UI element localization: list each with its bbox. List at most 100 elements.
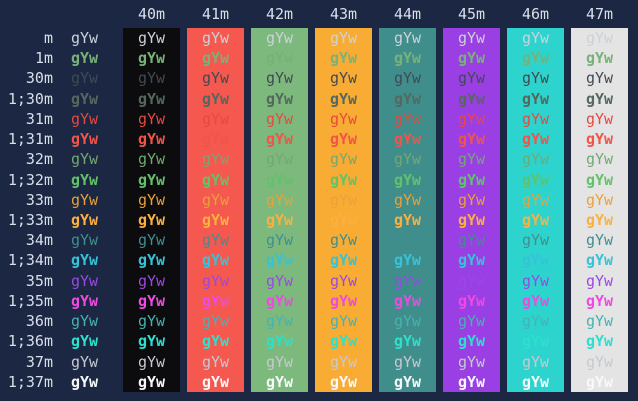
gyw-cell-30m-on-43m: gYw bbox=[315, 68, 372, 89]
gyw-cell-1-35m-on-47m: gYw bbox=[571, 290, 628, 312]
gyw-cell-1-37m-on-43m: gYw bbox=[315, 371, 372, 392]
row-label: 35m bbox=[25, 271, 53, 290]
gyw-cell-34m-on-47m: gYw bbox=[571, 230, 628, 251]
gyw-cell-1m-on-42m: gYw bbox=[251, 48, 308, 69]
gyw-cell-default-bg: gYw bbox=[70, 372, 99, 391]
gyw-cell-37m-on-45m: gYw bbox=[443, 351, 500, 372]
gyw-cell-1-37m-on-46m: gYw bbox=[507, 371, 564, 392]
gyw-cell-default-bg: gYw bbox=[70, 251, 99, 270]
color-grid-row: 37m gYw gYw gYw gYw gYw gYw gYw gYw gYw bbox=[0, 351, 638, 372]
gyw-cell-1-36m-on-42m: gYw bbox=[251, 331, 308, 352]
gyw-cell-36m-on-42m: gYw bbox=[251, 311, 308, 332]
gyw-cell-1-32m-on-42m: gYw bbox=[251, 169, 308, 190]
gyw-cell-1-31m-on-46m: gYw bbox=[507, 129, 564, 150]
gyw-cell-1-36m-on-46m: gYw bbox=[507, 331, 564, 352]
header-spacer bbox=[0, 0, 116, 28]
gyw-cell-1-32m-on-41m: gYw bbox=[187, 169, 244, 190]
gyw-cell-34m-on-46m: gYw bbox=[507, 230, 564, 251]
gyw-cell-32m-on-47m: gYw bbox=[571, 149, 628, 170]
color-grid-row: 1;34m gYw gYw gYw gYw gYw gYw gYw gYw gYw bbox=[0, 250, 638, 271]
gyw-cell-1-31m-on-45m: gYw bbox=[443, 129, 500, 150]
gyw-cell-36m-on-47m: gYw bbox=[571, 311, 628, 332]
gyw-cell-default-bg: gYw bbox=[70, 170, 99, 189]
gyw-cell-37m-on-40m: gYw bbox=[123, 351, 180, 372]
color-grid-row: 1;36m gYw gYw gYw gYw gYw gYw gYw gYw gYw bbox=[0, 331, 638, 352]
gyw-cell-1-34m-on-41m: gYw bbox=[187, 250, 244, 271]
gyw-cell-37m-on-47m: gYw bbox=[571, 351, 628, 372]
row-label: 32m bbox=[25, 150, 53, 169]
gyw-cell-1m-on-45m: gYw bbox=[443, 48, 500, 69]
gyw-cell-default-bg: gYw bbox=[70, 89, 99, 108]
gyw-cell-1-33m-on-42m: gYw bbox=[251, 209, 308, 231]
gyw-cell-m-on-46m: gYw bbox=[507, 28, 564, 49]
gyw-cell-36m-on-40m: gYw bbox=[123, 311, 180, 332]
gyw-cell-1-35m-on-40m: gYw bbox=[123, 290, 180, 312]
gyw-cell-33m-on-41m: gYw bbox=[187, 189, 244, 210]
gyw-cell-default-bg: gYw bbox=[70, 49, 99, 68]
column-header-label-45m: 45m bbox=[457, 5, 486, 23]
gyw-cell-1-33m-on-44m: gYw bbox=[379, 209, 436, 231]
gyw-cell-default-bg: gYw bbox=[70, 231, 99, 250]
color-grid-row: 31m gYw gYw gYw gYw gYw gYw gYw gYw gYw bbox=[0, 108, 638, 130]
gyw-cell-1-37m-on-41m: gYw bbox=[187, 371, 244, 392]
column-header-label-44m: 44m bbox=[393, 5, 422, 23]
row-label: 36m bbox=[25, 312, 53, 331]
gyw-cell-m-on-45m: gYw bbox=[443, 28, 500, 49]
gyw-cell-30m-on-42m: gYw bbox=[251, 68, 308, 89]
gyw-cell-32m-on-46m: gYw bbox=[507, 149, 564, 170]
gyw-cell-37m-on-43m: gYw bbox=[315, 351, 372, 372]
gyw-cell-1m-on-41m: gYw bbox=[187, 48, 244, 69]
gyw-cell-m-on-40m: gYw bbox=[123, 28, 180, 49]
row-label: 30m bbox=[25, 69, 53, 88]
gyw-cell-1-32m-on-47m: gYw bbox=[571, 169, 628, 190]
gyw-cell-30m-on-40m: gYw bbox=[123, 68, 180, 89]
gyw-cell-1-32m-on-45m: gYw bbox=[443, 169, 500, 190]
gyw-cell-36m-on-46m: gYw bbox=[507, 311, 564, 332]
gyw-cell-1-37m-on-40m: gYw bbox=[123, 371, 180, 392]
gyw-cell-1-30m-on-46m: gYw bbox=[507, 88, 564, 109]
gyw-cell-1m-on-47m: gYw bbox=[571, 48, 628, 69]
gyw-cell-1-36m-on-47m: gYw bbox=[571, 331, 628, 352]
color-grid-row: 36m gYw gYw gYw gYw gYw gYw gYw gYw gYw bbox=[0, 311, 638, 332]
gyw-cell-31m-on-42m: gYw bbox=[251, 108, 308, 130]
gyw-cell-37m-on-42m: gYw bbox=[251, 351, 308, 372]
gyw-cell-m-on-47m: gYw bbox=[571, 28, 628, 49]
gyw-cell-default-bg: gYw bbox=[70, 352, 99, 371]
gyw-cell-1-30m-on-43m: gYw bbox=[315, 88, 372, 109]
gyw-cell-1-31m-on-44m: gYw bbox=[379, 129, 436, 150]
gyw-cell-34m-on-41m: gYw bbox=[187, 230, 244, 251]
gyw-cell-1-31m-on-47m: gYw bbox=[571, 129, 628, 150]
gyw-cell-1-33m-on-40m: gYw bbox=[123, 209, 180, 231]
gyw-cell-33m-on-43m: gYw bbox=[315, 189, 372, 210]
row-label: 31m bbox=[25, 109, 53, 128]
gyw-cell-1-32m-on-44m: gYw bbox=[379, 169, 436, 190]
gyw-cell-34m-on-40m: gYw bbox=[123, 230, 180, 251]
gyw-cell-34m-on-42m: gYw bbox=[251, 230, 308, 251]
color-grid-row: 1;31m gYw gYw gYw gYw gYw gYw gYw gYw gYw bbox=[0, 129, 638, 150]
gyw-cell-default-bg: gYw bbox=[70, 312, 99, 331]
gyw-cell-1-31m-on-41m: gYw bbox=[187, 129, 244, 150]
gyw-cell-36m-on-41m: gYw bbox=[187, 311, 244, 332]
gyw-cell-31m-on-44m: gYw bbox=[379, 108, 436, 130]
gyw-cell-1-36m-on-40m: gYw bbox=[123, 331, 180, 352]
gyw-cell-30m-on-41m: gYw bbox=[187, 68, 244, 89]
gyw-cell-35m-on-41m: gYw bbox=[187, 270, 244, 291]
gyw-cell-default-bg: gYw bbox=[70, 69, 99, 88]
gyw-cell-34m-on-45m: gYw bbox=[443, 230, 500, 251]
column-header-label-42m: 42m bbox=[265, 5, 294, 23]
color-grid-row: 1;35m gYw gYw gYw gYw gYw gYw gYw gYw gYw bbox=[0, 290, 638, 312]
gyw-cell-31m-on-46m: gYw bbox=[507, 108, 564, 130]
column-header-row: 40m 41m 42m 43m 44m 45m 46m 47m bbox=[0, 0, 638, 28]
gyw-cell-32m-on-40m: gYw bbox=[123, 149, 180, 170]
row-label: 1;30m bbox=[7, 89, 53, 108]
row-label: 33m bbox=[25, 190, 53, 209]
row-label: 37m bbox=[25, 352, 53, 371]
gyw-cell-35m-on-44m: gYw bbox=[379, 270, 436, 291]
gyw-cell-1-30m-on-47m: gYw bbox=[571, 88, 628, 109]
gyw-cell-1-32m-on-40m: gYw bbox=[123, 169, 180, 190]
row-label: 1;34m bbox=[7, 251, 53, 270]
gyw-cell-1-37m-on-45m: gYw bbox=[443, 371, 500, 392]
gyw-cell-33m-on-45m: gYw bbox=[443, 189, 500, 210]
row-label: 1;37m bbox=[7, 372, 53, 391]
